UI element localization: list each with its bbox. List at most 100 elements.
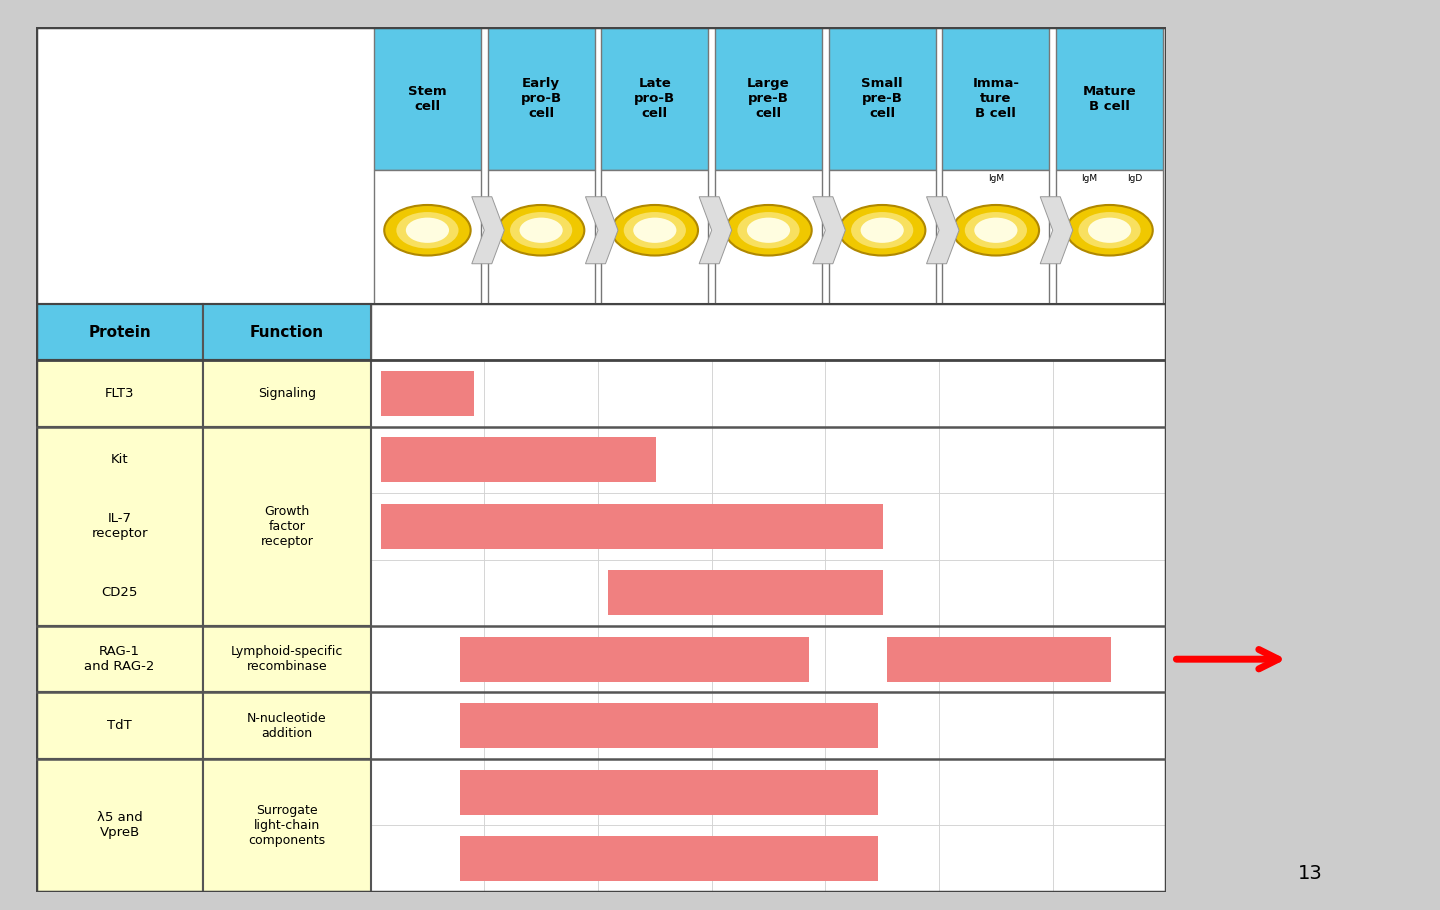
Bar bbox=[825, 560, 939, 626]
Bar bbox=[380, 370, 474, 416]
Ellipse shape bbox=[861, 217, 904, 243]
Polygon shape bbox=[1040, 197, 1073, 264]
Bar bbox=[370, 427, 484, 493]
Bar bbox=[711, 360, 825, 427]
Text: Protein: Protein bbox=[88, 325, 151, 339]
Bar bbox=[825, 759, 939, 825]
Bar bbox=[380, 437, 657, 482]
Text: TdT: TdT bbox=[107, 719, 132, 733]
Text: Growth
factor
receptor: Growth factor receptor bbox=[261, 505, 314, 548]
Text: IgM: IgM bbox=[1081, 175, 1097, 183]
Bar bbox=[461, 836, 877, 881]
Bar bbox=[598, 759, 711, 825]
Ellipse shape bbox=[1079, 212, 1140, 248]
Ellipse shape bbox=[851, 212, 913, 248]
Polygon shape bbox=[472, 197, 504, 264]
Bar bbox=[939, 759, 1053, 825]
Bar bbox=[608, 571, 883, 615]
Bar bbox=[942, 27, 1050, 170]
Ellipse shape bbox=[498, 205, 585, 256]
Bar bbox=[711, 493, 825, 560]
Bar bbox=[36, 825, 203, 892]
Text: CD25: CD25 bbox=[101, 586, 138, 600]
Polygon shape bbox=[586, 197, 618, 264]
Text: IL-7
receptor: IL-7 receptor bbox=[91, 512, 148, 541]
Bar bbox=[716, 170, 822, 304]
Text: Late
pro-B
cell: Late pro-B cell bbox=[634, 77, 675, 120]
Bar bbox=[461, 770, 877, 814]
Text: IgM: IgM bbox=[988, 175, 1004, 183]
Bar bbox=[36, 427, 203, 493]
Bar bbox=[370, 825, 484, 892]
Bar bbox=[598, 560, 711, 626]
Bar bbox=[716, 27, 822, 170]
Bar bbox=[1053, 360, 1166, 427]
Bar bbox=[1053, 626, 1166, 693]
Ellipse shape bbox=[384, 205, 471, 256]
Text: Kit: Kit bbox=[111, 453, 128, 466]
Text: λ5 and
VpreB: λ5 and VpreB bbox=[96, 812, 143, 839]
Bar bbox=[203, 560, 370, 626]
Bar bbox=[203, 693, 370, 759]
Bar bbox=[1053, 693, 1166, 759]
Ellipse shape bbox=[1089, 217, 1132, 243]
Text: Imma-
ture
B cell: Imma- ture B cell bbox=[972, 77, 1020, 120]
Bar bbox=[942, 170, 1050, 304]
Bar bbox=[36, 427, 203, 626]
Bar bbox=[461, 703, 877, 748]
Bar bbox=[484, 427, 598, 493]
Bar bbox=[1053, 493, 1166, 560]
Text: Lymphoid-specific
recombinase: Lymphoid-specific recombinase bbox=[230, 645, 343, 673]
Bar bbox=[825, 626, 939, 693]
Text: 13: 13 bbox=[1297, 864, 1323, 883]
Bar bbox=[887, 637, 1110, 682]
Ellipse shape bbox=[747, 217, 791, 243]
Bar bbox=[203, 759, 370, 825]
Bar bbox=[939, 825, 1053, 892]
Bar bbox=[711, 825, 825, 892]
Bar bbox=[598, 626, 711, 693]
Bar bbox=[825, 693, 939, 759]
Bar bbox=[374, 170, 481, 304]
Bar bbox=[488, 170, 595, 304]
Ellipse shape bbox=[737, 212, 799, 248]
Bar bbox=[711, 560, 825, 626]
Polygon shape bbox=[700, 197, 732, 264]
Bar bbox=[598, 693, 711, 759]
Bar bbox=[1053, 427, 1166, 493]
Bar bbox=[711, 626, 825, 693]
Bar bbox=[370, 360, 484, 427]
Bar bbox=[203, 360, 370, 427]
Bar bbox=[203, 759, 370, 892]
Bar bbox=[461, 637, 809, 682]
Text: RAG-1
and RAG-2: RAG-1 and RAG-2 bbox=[85, 645, 156, 673]
Bar bbox=[825, 493, 939, 560]
Bar bbox=[711, 427, 825, 493]
Bar bbox=[203, 304, 370, 360]
Ellipse shape bbox=[634, 217, 677, 243]
Bar bbox=[203, 693, 370, 759]
Bar bbox=[939, 693, 1053, 759]
Bar bbox=[203, 427, 370, 626]
Bar bbox=[825, 360, 939, 427]
Bar bbox=[36, 626, 203, 693]
Bar bbox=[1056, 170, 1164, 304]
Bar bbox=[829, 170, 936, 304]
Ellipse shape bbox=[840, 205, 926, 256]
Ellipse shape bbox=[520, 217, 563, 243]
Polygon shape bbox=[812, 197, 845, 264]
Text: Early
pro-B
cell: Early pro-B cell bbox=[521, 77, 562, 120]
Bar bbox=[203, 626, 370, 693]
Bar bbox=[598, 493, 711, 560]
Text: Mature
B cell: Mature B cell bbox=[1083, 85, 1136, 113]
Ellipse shape bbox=[953, 205, 1040, 256]
Bar bbox=[484, 693, 598, 759]
Ellipse shape bbox=[1067, 205, 1153, 256]
Bar bbox=[484, 493, 598, 560]
Text: Function: Function bbox=[251, 325, 324, 339]
Bar bbox=[1053, 560, 1166, 626]
Text: Small
pre-B
cell: Small pre-B cell bbox=[861, 77, 903, 120]
Ellipse shape bbox=[624, 212, 685, 248]
Text: Surrogate
light-chain
components: Surrogate light-chain components bbox=[248, 804, 325, 847]
Text: FLT3: FLT3 bbox=[105, 387, 134, 399]
